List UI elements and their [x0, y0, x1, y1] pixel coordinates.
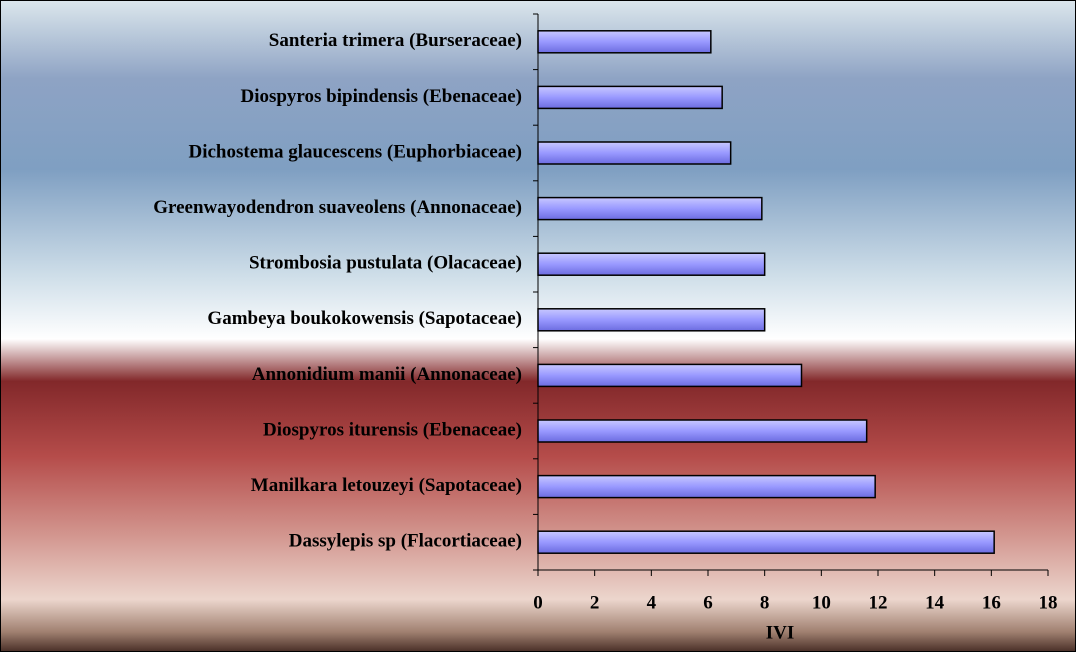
y-tick-label: Gambeya boukokowensis (Sapotaceae)	[207, 308, 522, 329]
bar	[537, 474, 876, 499]
y-tick-label: Diospyros bipindensis (Ebenaceae)	[240, 86, 522, 107]
x-tick-label: 16	[982, 592, 1001, 613]
bar	[537, 141, 732, 165]
y-tick-label: Strombosia pustulata (Olacaceae)	[249, 253, 522, 274]
x-tick-label: 12	[869, 592, 888, 613]
bar	[537, 530, 995, 554]
x-tick-label: 6	[703, 592, 713, 613]
y-tick-label: Annonidium manii (Annonaceae)	[252, 364, 522, 385]
x-tick-label: 18	[1039, 592, 1058, 613]
y-tick-label: Greenwayodendron suaveolens (Annonaceae)	[153, 197, 522, 218]
y-tick-label: Santeria trimera (Burseraceae)	[269, 30, 522, 51]
bar	[537, 196, 763, 221]
x-tick-label: 4	[647, 592, 657, 613]
x-tick-label: 2	[590, 592, 600, 613]
y-tick-label: Dichostema glaucescens (Euphorbiaceae)	[188, 141, 522, 162]
bar	[537, 363, 803, 388]
x-axis-label: IVI	[766, 622, 795, 643]
bar	[537, 308, 766, 332]
bar	[537, 85, 723, 110]
x-tick-label: 0	[533, 592, 543, 613]
y-tick-label: Manilkara letouzeyi (Sapotaceae)	[251, 475, 522, 496]
x-tick-label: 14	[925, 592, 945, 613]
y-tick-label: Dassylepis sp (Flacortiaceae)	[289, 531, 522, 552]
y-tick-label: Diospyros iturensis (Ebenaceae)	[263, 419, 522, 440]
bar	[537, 30, 712, 54]
x-tick-label: 10	[812, 592, 831, 613]
x-tick-label: 8	[760, 592, 770, 613]
bar	[537, 419, 868, 443]
bar	[537, 252, 766, 276]
